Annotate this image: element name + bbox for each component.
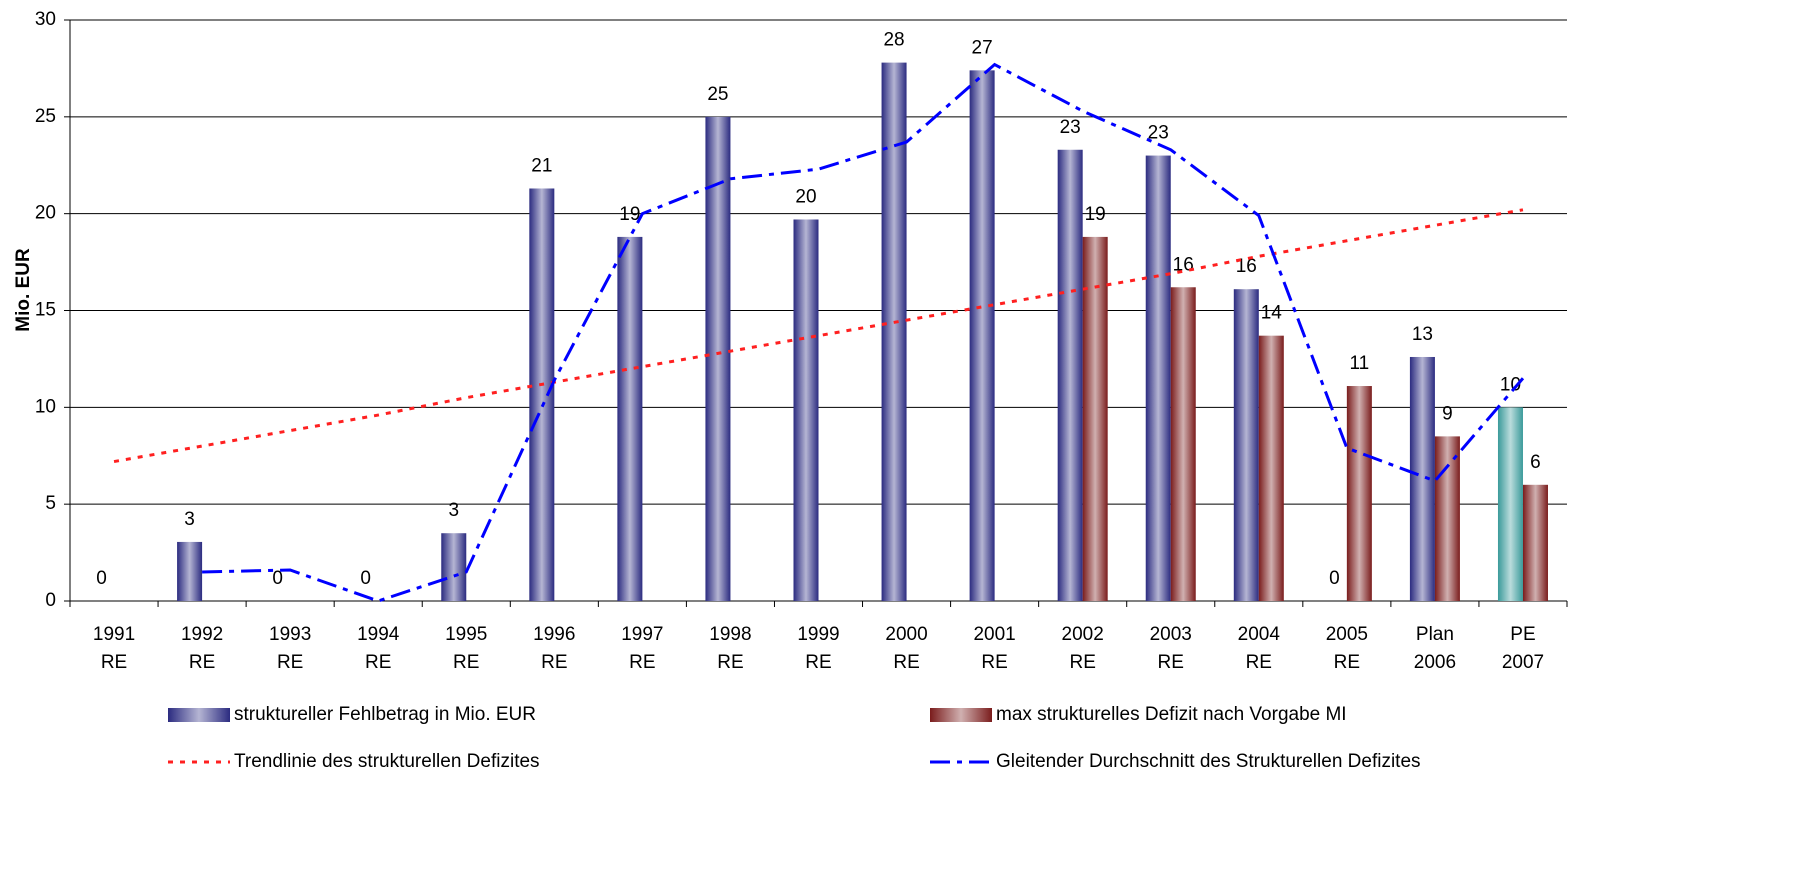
data-label: 20 (795, 186, 816, 207)
bar (1082, 236, 1108, 601)
x-tick-label: 1999 (797, 624, 839, 645)
data-label: 6 (1530, 452, 1541, 473)
data-label: 3 (184, 509, 195, 530)
y-tick-label: 5 (45, 493, 56, 514)
bar (1145, 155, 1171, 602)
x-tick-label: 2006 (1414, 652, 1456, 673)
legend-swatch (930, 708, 992, 722)
line (202, 62, 1525, 603)
x-tick-label: 2001 (973, 624, 1015, 645)
bar (441, 533, 467, 601)
bar (705, 116, 731, 601)
x-tick-label: RE (453, 652, 479, 673)
y-tick-label: 0 (45, 590, 56, 611)
x-tick-label: RE (189, 652, 215, 673)
x-tick-label: 1991 (93, 624, 135, 645)
data-label: 14 (1261, 303, 1283, 324)
y-tick-label: 10 (35, 396, 56, 417)
x-tick-label: RE (277, 652, 303, 673)
data-label: 23 (1060, 117, 1081, 138)
bar (1258, 335, 1284, 601)
x-tick-label: 1998 (709, 624, 751, 645)
x-tick-label: 1995 (445, 624, 487, 645)
y-tick-label: 15 (35, 300, 56, 321)
bar (1434, 436, 1460, 601)
bar (1346, 386, 1372, 601)
x-tick-label: RE (981, 652, 1007, 673)
data-label: 16 (1236, 256, 1257, 277)
x-tick-label: RE (805, 652, 831, 673)
data-label: 25 (707, 84, 728, 105)
bar (793, 219, 819, 601)
data-label: 3 (448, 500, 459, 521)
data-label: 19 (1085, 204, 1106, 225)
x-tick-label: 2000 (885, 624, 927, 645)
data-label: 23 (1148, 123, 1169, 144)
x-tick-label: RE (101, 652, 127, 673)
y-tick-label: 25 (35, 106, 56, 127)
x-tick-label: 1994 (357, 624, 400, 645)
data-label: 27 (972, 37, 993, 58)
legend-label: max strukturelles Defizit nach Vorgabe M… (996, 704, 1347, 725)
data-label: 0 (96, 568, 107, 589)
x-tick-label: 2004 (1238, 624, 1281, 645)
x-tick-label: 1993 (269, 624, 311, 645)
x-tick-label: RE (1334, 652, 1360, 673)
x-tick-label: RE (1069, 652, 1095, 673)
x-tick-label: 2005 (1326, 624, 1368, 645)
data-label: 9 (1442, 403, 1453, 424)
y-tick-label: 20 (35, 203, 56, 224)
data-label: 0 (360, 568, 371, 589)
data-label: 21 (531, 156, 552, 177)
x-tick-label: 2002 (1062, 624, 1104, 645)
y-tick-label: 30 (35, 9, 56, 30)
x-tick-label: 2007 (1502, 652, 1544, 673)
bar (1409, 356, 1435, 601)
data-label: 16 (1173, 254, 1194, 275)
bar (1522, 484, 1548, 601)
x-tick-label: 1997 (621, 624, 663, 645)
x-tick-label: RE (629, 652, 655, 673)
bar (1497, 407, 1523, 601)
x-tick-label: RE (893, 652, 919, 673)
y-axis-title: Mio. EUR (13, 248, 34, 332)
bar (1170, 287, 1196, 601)
bar (617, 236, 643, 601)
bar (1233, 289, 1259, 601)
x-tick-label: Plan (1416, 624, 1454, 645)
data-label: 10 (1500, 374, 1521, 395)
data-label: 0 (272, 568, 283, 589)
legend-label: Gleitender Durchschnitt des Strukturelle… (996, 751, 1421, 772)
x-tick-label: 1992 (181, 624, 223, 645)
data-label: 19 (619, 204, 640, 225)
x-tick-label: RE (365, 652, 391, 673)
x-tick-label: RE (717, 652, 743, 673)
bar (177, 541, 203, 601)
bar (969, 70, 995, 601)
data-label: 13 (1412, 324, 1433, 345)
x-tick-label: 1996 (533, 624, 575, 645)
x-tick-label: PE (1510, 624, 1535, 645)
legend-label: struktureller Fehlbetrag in Mio. EUR (234, 704, 536, 725)
line (113, 208, 1524, 464)
data-label: 11 (1349, 353, 1369, 374)
x-tick-label: 2003 (1150, 624, 1192, 645)
bar (1057, 149, 1083, 602)
x-tick-label: RE (541, 652, 567, 673)
x-tick-label: RE (1246, 652, 1272, 673)
data-label: 0 (1329, 568, 1340, 589)
bar (881, 62, 907, 601)
x-tick-label: RE (1158, 652, 1184, 673)
legend-swatch (168, 708, 230, 722)
legend-label: Trendlinie des strukturellen Defizites (234, 751, 540, 772)
bar (529, 188, 555, 602)
data-label: 28 (883, 30, 904, 51)
